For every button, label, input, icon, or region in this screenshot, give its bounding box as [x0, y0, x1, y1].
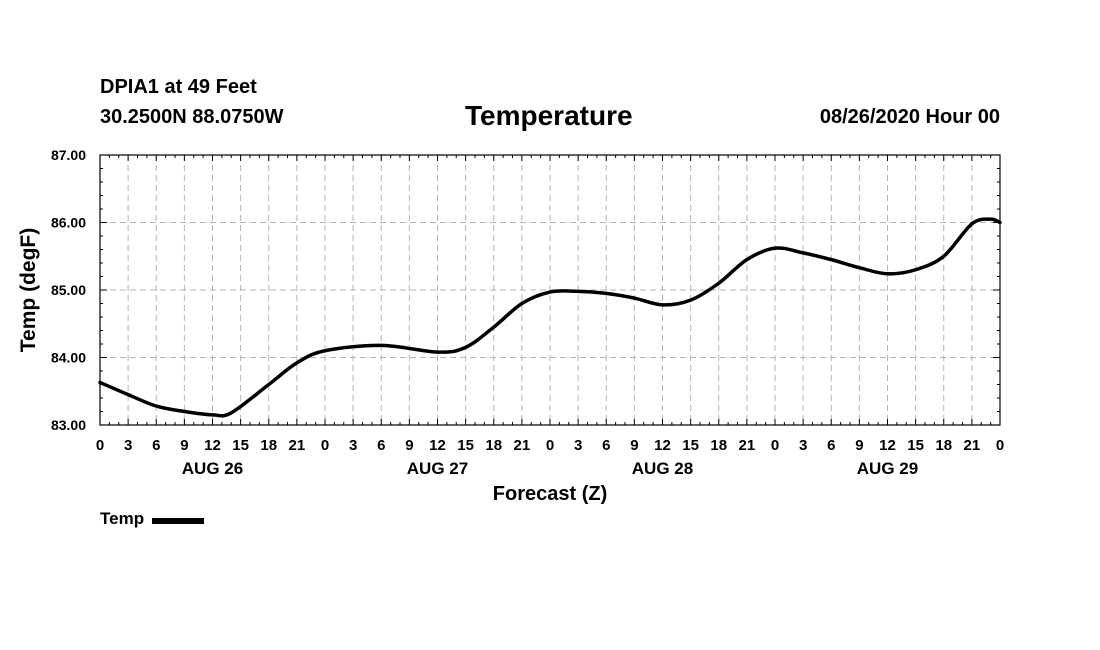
y-axis-label: Temp (degF) [17, 228, 40, 352]
x-tick-label: 3 [124, 437, 132, 454]
x-tick-label: 12 [879, 437, 896, 454]
y-tick-label: 83.00 [51, 417, 86, 433]
x-tick-label: 6 [602, 437, 610, 454]
grid-lines [100, 155, 1000, 425]
x-tick-label: 3 [799, 437, 807, 454]
x-tick-label: 18 [485, 437, 502, 454]
x-tick-label: 0 [546, 437, 554, 454]
legend: Temp [100, 509, 205, 529]
x-tick-label: 0 [96, 437, 104, 454]
y-tick-label: 86.00 [51, 215, 86, 231]
x-axis-label: Forecast (Z) [493, 483, 607, 505]
y-tick-label: 85.00 [51, 282, 86, 298]
coordinates-label: 30.2500N 88.0750W [100, 106, 284, 128]
y-tick-label: 87.00 [51, 147, 86, 163]
x-tick-label: 12 [654, 437, 671, 454]
day-label: AUG 26 [182, 459, 243, 478]
x-tick-label: 0 [321, 437, 329, 454]
x-tick-label: 21 [739, 437, 756, 454]
x-tick-label: 0 [996, 437, 1004, 454]
legend-label: Temp [100, 509, 145, 528]
x-tick-label: 15 [457, 437, 474, 454]
x-tick-label: 18 [260, 437, 277, 454]
x-tick-label: 0 [771, 437, 779, 454]
x-tick-label: 3 [574, 437, 582, 454]
x-tick-label: 3 [349, 437, 357, 454]
x-tick-label: 18 [935, 437, 952, 454]
x-tick-label: 18 [710, 437, 727, 454]
x-tick-label: 21 [964, 437, 981, 454]
x-tick-label: 15 [682, 437, 699, 454]
day-label: AUG 29 [857, 459, 918, 478]
y-tick-label: 84.00 [51, 350, 86, 366]
issue-time-label: 08/26/2020 Hour 00 [819, 106, 1000, 128]
legend-swatch-temp [152, 517, 205, 524]
axis-tick-labels: 0 3 6 9 12 15 18 21 0 3 6 9 12 15 18 21 0 3 6 9 12 15 18 21 0 3 6 9… [51, 147, 1004, 478]
x-tick-label: 9 [180, 437, 188, 454]
day-label: AUG 28 [632, 459, 693, 478]
x-tick-label: 6 [152, 437, 160, 454]
x-tick-label: 6 [377, 437, 385, 454]
series-layer [98, 217, 1002, 418]
x-tick-label: 12 [429, 437, 446, 454]
x-tick-label: 21 [289, 437, 306, 454]
day-label: AUG 27 [407, 459, 468, 478]
series-line-temp [98, 217, 1002, 418]
x-tick-label: 9 [405, 437, 413, 454]
chart-title: Temperature [465, 100, 633, 131]
x-tick-label: 12 [204, 437, 221, 454]
x-tick-label: 21 [514, 437, 531, 454]
x-tick-label: 9 [630, 437, 638, 454]
plot-frame [99, 154, 1001, 426]
x-tick-label: 15 [907, 437, 924, 454]
x-tick-label: 15 [232, 437, 249, 454]
x-tick-label: 6 [827, 437, 835, 454]
station-label: DPIA1 at 49 Feet [100, 76, 257, 98]
x-tick-label: 9 [855, 437, 863, 454]
